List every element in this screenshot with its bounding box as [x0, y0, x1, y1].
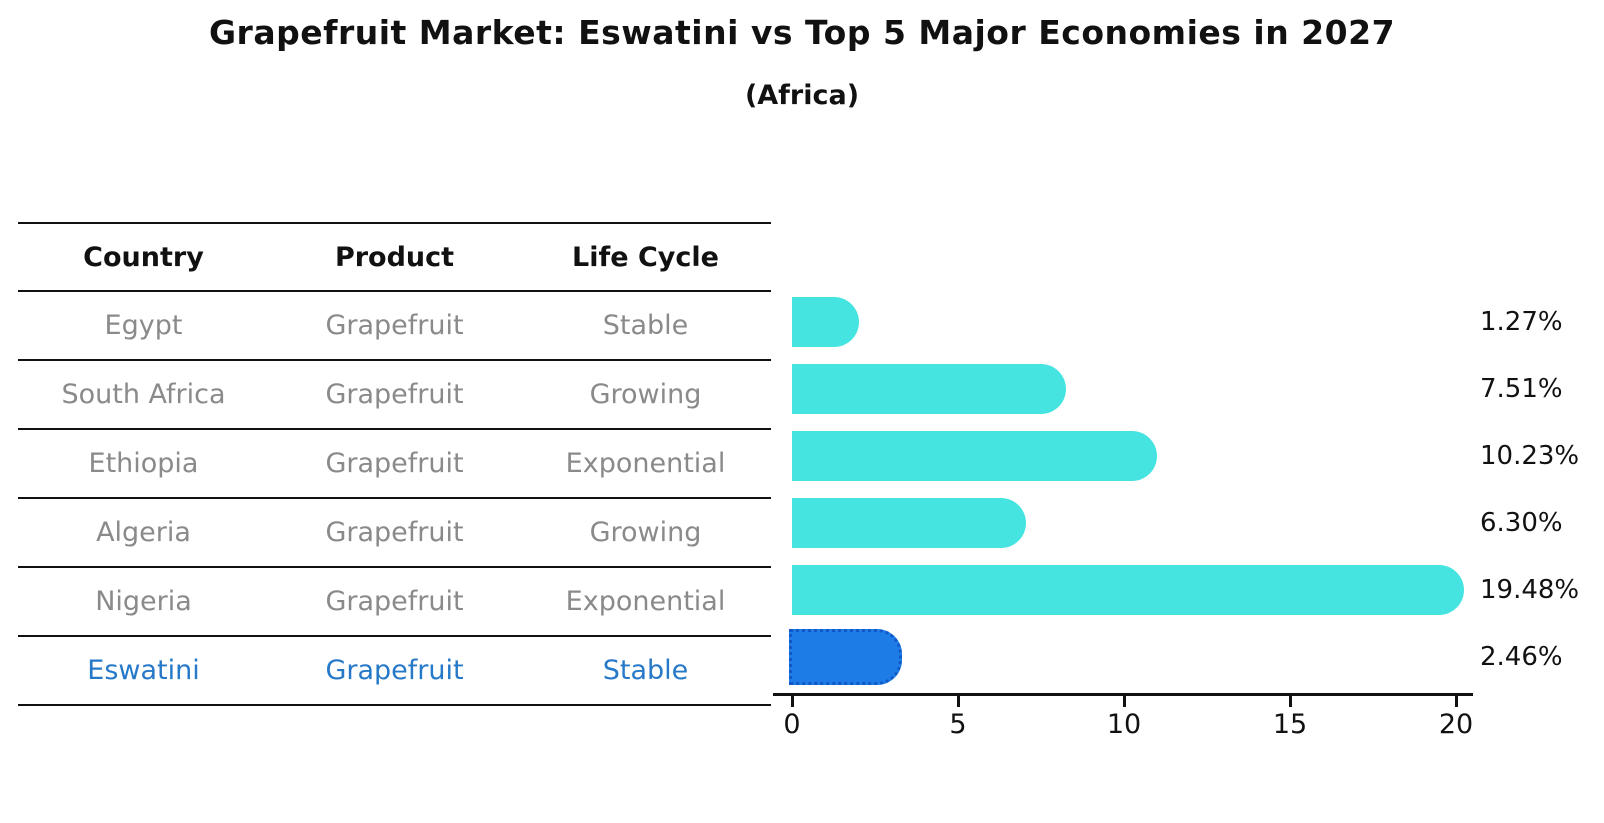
table-cell-product: Grapefruit	[325, 517, 464, 548]
bar-nigeria	[792, 564, 1464, 615]
bar-ethiopia	[792, 430, 1157, 481]
bar-egypt	[792, 296, 860, 347]
bar-value-label: 10.23%	[1480, 440, 1580, 471]
table-cell-life-cycle: Stable	[602, 655, 689, 686]
table-row-egypt: Egypt Grapefruit Stable	[18, 292, 771, 361]
table-row-south-africa: South Africa Grapefruit Growing	[18, 361, 771, 430]
table-cell-life-cycle: Growing	[589, 379, 702, 410]
x-axis-tick	[1288, 694, 1292, 707]
x-axis-tick	[790, 694, 794, 707]
x-axis-tick-label: 15	[1272, 709, 1308, 740]
table-row-nigeria: Nigeria Grapefruit Exponential	[18, 568, 771, 637]
table-body: Egypt Grapefruit Stable South Africa Grapefr…	[18, 292, 771, 706]
x-axis-tick-label: 5	[949, 709, 967, 740]
table-header-product: Product	[334, 241, 455, 273]
table-cell-country: Nigeria	[95, 586, 192, 617]
bar-south-africa	[792, 363, 1067, 414]
table-cell-life-cycle: Stable	[602, 310, 689, 341]
chart-subtitle: (Africa)	[744, 80, 860, 111]
bar-value-label: 7.51%	[1480, 373, 1563, 404]
table-cell-product: Grapefruit	[325, 655, 464, 686]
x-axis-tick	[1454, 694, 1458, 707]
x-axis-tick-label: 20	[1438, 709, 1474, 740]
table-row-ethiopia: Ethiopia Grapefruit Exponential	[18, 430, 771, 499]
chart-title: Grapefruit Market: Eswatini vs Top 5 Maj…	[208, 13, 1396, 52]
table-cell-product: Grapefruit	[325, 310, 464, 341]
bar-value-label: 6.30%	[1480, 507, 1563, 538]
table-cell-product: Grapefruit	[325, 586, 464, 617]
table-cell-life-cycle: Growing	[589, 517, 702, 548]
table-row-algeria: Algeria Grapefruit Growing	[18, 499, 771, 568]
table-header-life-cycle: Life Cycle	[572, 241, 719, 273]
table-cell-product: Grapefruit	[325, 448, 464, 479]
table-cell-country: Eswatini	[87, 655, 200, 686]
table-cell-life-cycle: Exponential	[565, 448, 726, 479]
table-cell-country: Ethiopia	[88, 448, 199, 479]
table-cell-life-cycle: Exponential	[565, 586, 726, 617]
bar-algeria	[792, 497, 1027, 548]
x-axis-tick-label: 10	[1106, 709, 1142, 740]
table-header-row: Country Product Life Cycle	[18, 224, 771, 292]
x-axis-tick	[1122, 694, 1126, 707]
x-axis-tick	[956, 694, 960, 707]
table-header-country: Country	[83, 241, 204, 273]
table-cell-country: Egypt	[104, 310, 183, 341]
bar-value-label: 2.46%	[1480, 641, 1563, 672]
country-table: Country Product Life Cycle Egypt Grapefru…	[18, 222, 771, 706]
table-cell-country: Algeria	[96, 517, 191, 548]
bar-value-label: 19.48%	[1480, 574, 1580, 605]
bar-eswatini	[789, 628, 902, 685]
x-axis-tick-label: 0	[783, 709, 801, 740]
table-cell-product: Grapefruit	[325, 379, 464, 410]
table-row-eswatini: Eswatini Grapefruit Stable	[18, 637, 771, 706]
table-cell-country: South Africa	[61, 379, 226, 410]
bar-value-label: 1.27%	[1480, 306, 1563, 337]
